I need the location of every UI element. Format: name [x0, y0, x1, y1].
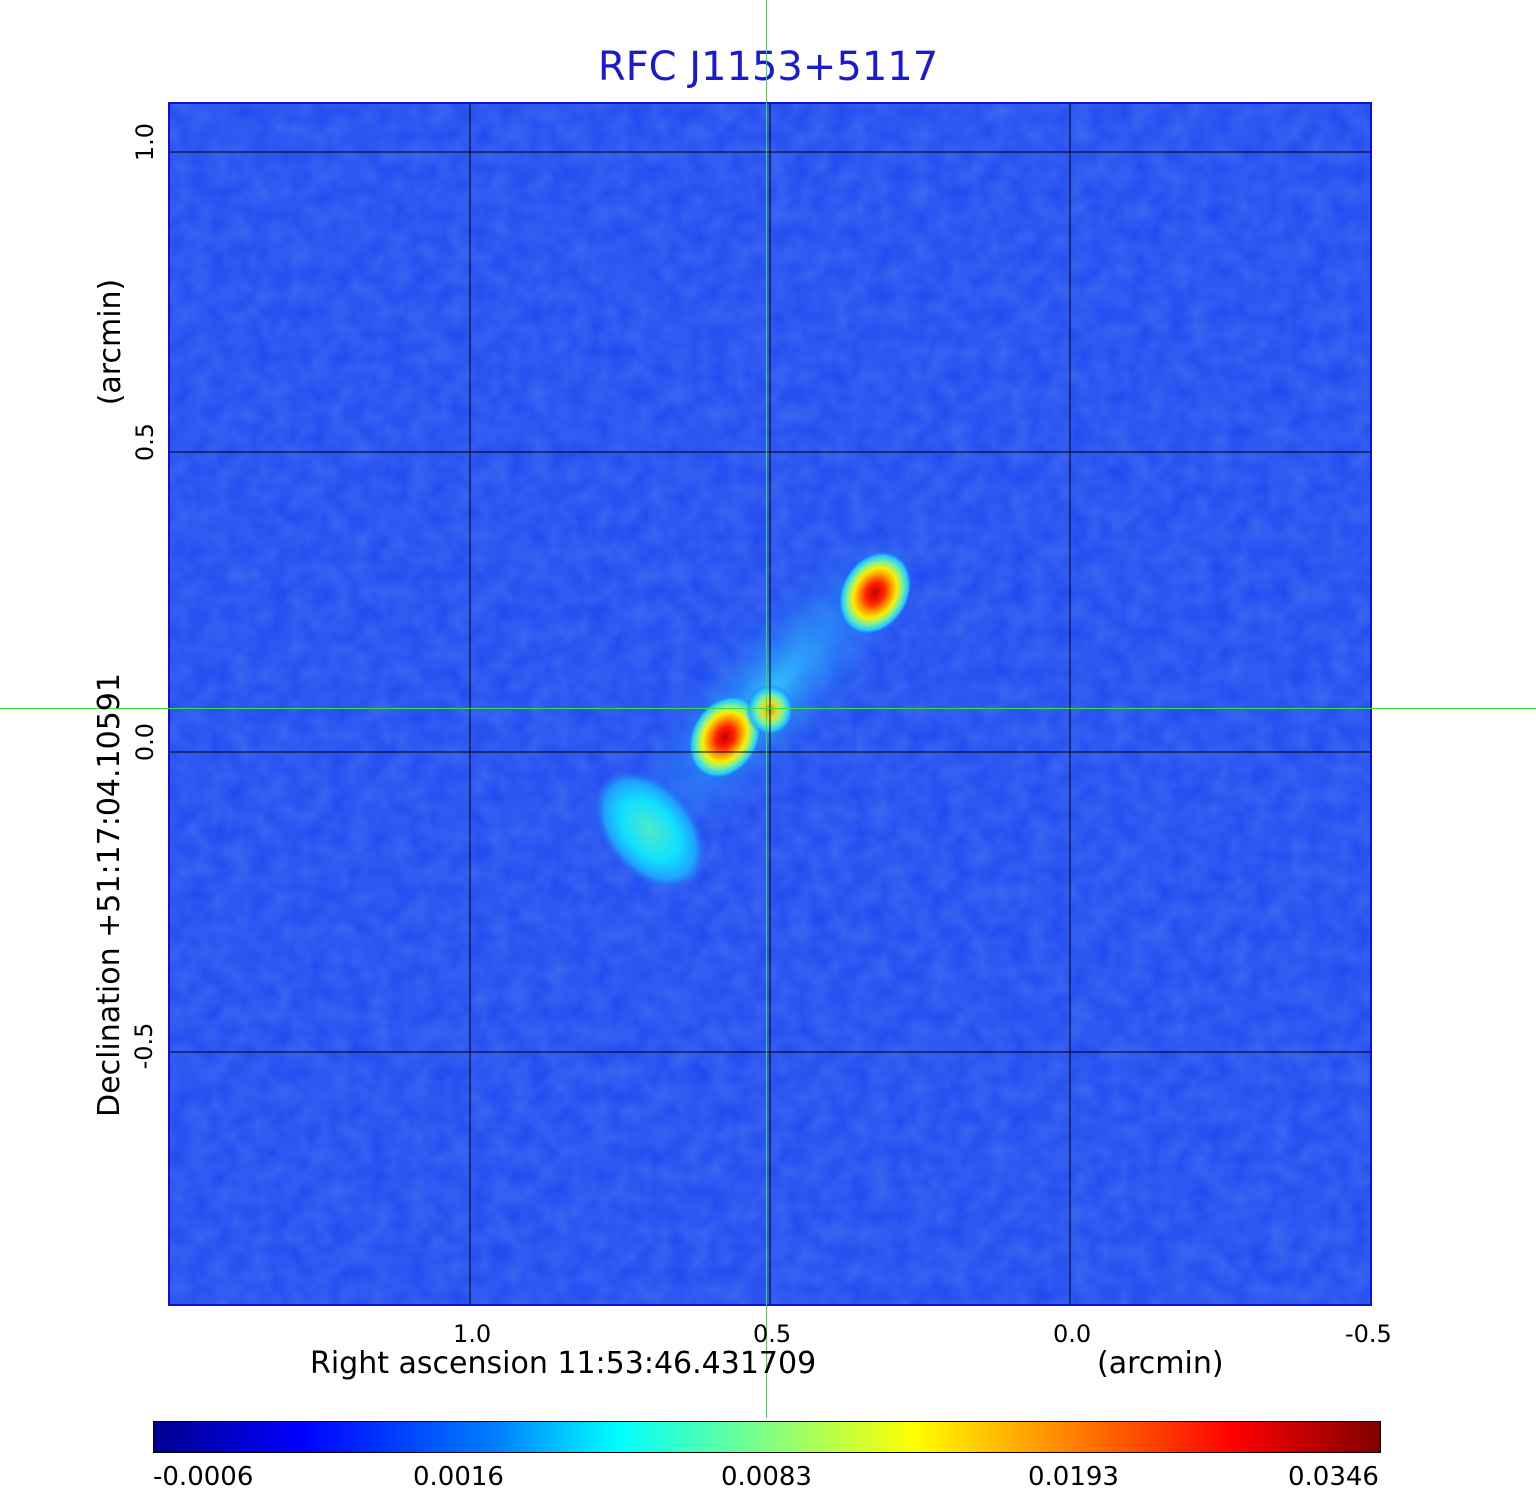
radio-image[interactable] — [168, 102, 1372, 1306]
y-tick-label: 0.5 — [131, 422, 159, 462]
source-extended — [592, 768, 708, 892]
y-axis-unit: (arcmin) — [93, 278, 128, 406]
colorbar-tick-label: 0.0346 — [1288, 1462, 1379, 1492]
intensity-map — [170, 104, 1370, 1304]
crosshair-horizontal — [0, 708, 1536, 709]
source-peak — [838, 551, 912, 635]
colorbar-tick-label: 0.0016 — [413, 1462, 504, 1492]
y-tick-label: 1.0 — [131, 122, 159, 162]
x-tick-label: 0.5 — [753, 1320, 792, 1348]
x-tick-label: 1.0 — [453, 1320, 492, 1348]
y-tick-label: 0.0 — [131, 722, 159, 762]
colorbar-tick-label: 0.0193 — [1028, 1462, 1119, 1492]
x-tick-label: 0.0 — [1053, 1320, 1092, 1348]
x-tick-label: -0.5 — [1345, 1320, 1392, 1348]
colorbar-tick-label: 0.0083 — [721, 1462, 812, 1492]
colorbar-tick-label: -0.0006 — [153, 1462, 254, 1492]
x-axis-label: Right ascension 11:53:46.431709 — [310, 1346, 817, 1381]
plot-title: RFC J1153+5117 — [597, 44, 939, 90]
colorbar — [153, 1421, 1381, 1453]
crosshair-vertical — [766, 0, 767, 1418]
source-peak — [688, 695, 762, 779]
x-axis-unit: (arcmin) — [1097, 1346, 1224, 1381]
y-axis-label: Declination +51:17:04.10591 — [92, 673, 127, 1117]
y-tick-label: -0.5 — [130, 1022, 158, 1070]
coordinate-grid — [170, 104, 1370, 1304]
